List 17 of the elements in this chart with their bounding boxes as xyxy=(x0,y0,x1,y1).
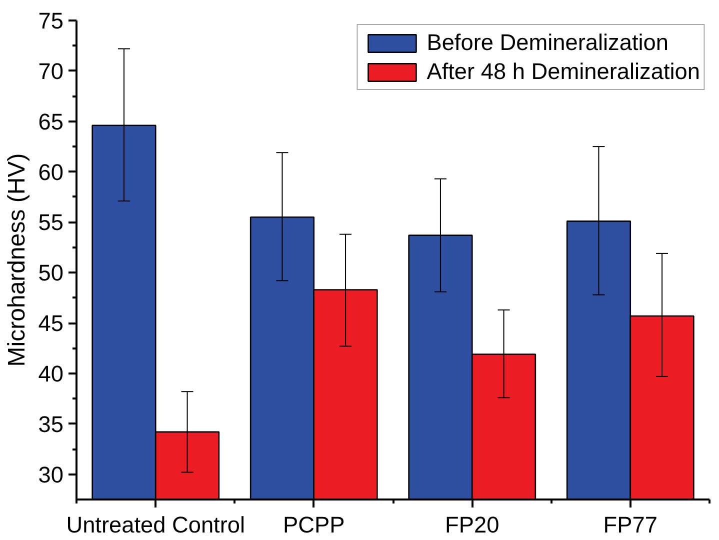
y-tick-label: 55 xyxy=(38,209,64,236)
legend-label: Before Demineralization xyxy=(426,29,669,56)
legend-label: After 48 h Demineralization xyxy=(426,58,700,85)
x-tick-label: FP77 xyxy=(603,512,658,538)
x-tick-label: PCPP xyxy=(283,512,345,538)
y-tick-label: 40 xyxy=(38,360,64,386)
y-tick-label: 30 xyxy=(38,461,64,488)
y-tick-label: 60 xyxy=(38,158,64,185)
y-tick-label: 65 xyxy=(38,108,64,134)
y-axis-title: Microhardness (HV) xyxy=(3,153,30,367)
y-tick-label: 50 xyxy=(38,260,64,286)
y-tick-label: 45 xyxy=(38,310,64,336)
y-tick-label: 75 xyxy=(38,8,64,34)
x-tick-label: FP20 xyxy=(445,512,500,538)
y-tick-label: 70 xyxy=(38,58,64,84)
x-tick-label: Untreated Control xyxy=(66,512,246,538)
y-tick-label: 35 xyxy=(38,410,64,437)
